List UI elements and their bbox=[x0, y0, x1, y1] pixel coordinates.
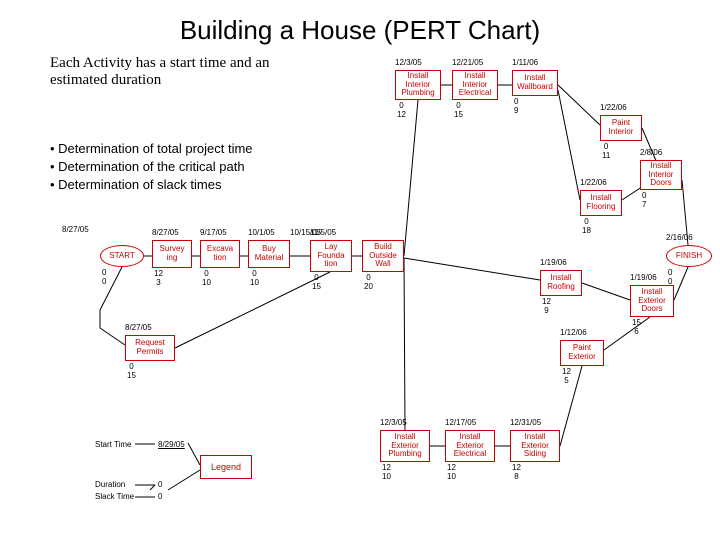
date-label: 12/17/05 bbox=[445, 418, 476, 427]
date-label: 12/31/05 bbox=[510, 418, 541, 427]
date-label: 1/22/06 bbox=[580, 178, 607, 187]
legend-start-time: Start Time bbox=[95, 440, 131, 449]
pert-node-intdoors: Install Interior Doors bbox=[640, 160, 682, 190]
date-label: 8/27/05 bbox=[125, 323, 152, 332]
duration-slack: 129 bbox=[542, 298, 551, 316]
date-label: 8/27/05 bbox=[62, 225, 89, 234]
pert-node-buildwall: Build Outside Wall bbox=[362, 240, 404, 272]
pert-node-intelec: Install Interior Electrical bbox=[452, 70, 498, 100]
pert-node-extelec: Install Exterior Electrical bbox=[445, 430, 495, 462]
duration-slack: 123 bbox=[154, 270, 163, 288]
duration-slack: 015 bbox=[127, 363, 136, 381]
duration-slack: 00 bbox=[102, 269, 106, 287]
bullet-item: • Determination of slack times bbox=[50, 176, 253, 194]
duration-slack: 128 bbox=[512, 464, 521, 482]
bullet-item: • Determination of the critical path bbox=[50, 158, 253, 176]
date-label: 10/15/05 bbox=[290, 228, 321, 237]
pert-node-buymat: Buy Material bbox=[248, 240, 290, 268]
duration-slack: 00 bbox=[668, 269, 672, 287]
legend-dur-val: 0 bbox=[158, 480, 162, 489]
duration-slack: 010 bbox=[250, 270, 259, 288]
date-label: 8/27/05 bbox=[152, 228, 179, 237]
pert-node-extsiding: Install Exterior Siding bbox=[510, 430, 560, 462]
duration-slack: 156 bbox=[632, 319, 641, 337]
duration-slack: 125 bbox=[562, 368, 571, 386]
duration-slack: 012 bbox=[397, 102, 406, 120]
pert-node-roofing: Install Roofing bbox=[540, 270, 582, 296]
date-label: 12/21/05 bbox=[452, 58, 483, 67]
duration-slack: 018 bbox=[582, 218, 591, 236]
date-label: 1/19/06 bbox=[630, 273, 657, 282]
legend-box: Legend bbox=[200, 455, 252, 479]
duration-slack: 020 bbox=[364, 274, 373, 292]
date-label: 9/17/05 bbox=[200, 228, 227, 237]
pert-node-finish: FINISH bbox=[666, 245, 712, 267]
legend-slack-val: 0 bbox=[158, 492, 162, 501]
date-label: 2/16/06 bbox=[666, 233, 693, 242]
date-label: 12/3/05 bbox=[395, 58, 422, 67]
pert-node-excav: Excava tion bbox=[200, 240, 240, 268]
pert-node-reqperm: Request Permits bbox=[125, 335, 175, 361]
legend-slack: Slack Time bbox=[95, 492, 134, 501]
date-label: 1/12/06 bbox=[560, 328, 587, 337]
pert-node-paintint: Paint Interior bbox=[600, 115, 642, 141]
duration-slack: 015 bbox=[312, 274, 321, 292]
page-title: Building a House (PERT Chart) bbox=[10, 15, 710, 46]
duration-slack: 1210 bbox=[382, 464, 391, 482]
duration-slack: 09 bbox=[514, 98, 518, 116]
date-label: 2/8/06 bbox=[640, 148, 662, 157]
date-label: 10/1/05 bbox=[248, 228, 275, 237]
pert-node-intplumb: Install Interior Plumbing bbox=[395, 70, 441, 100]
legend-start-date: 8/29/05 bbox=[158, 440, 185, 449]
bullet-item: • Determination of total project time bbox=[50, 140, 253, 158]
date-label: 1/19/06 bbox=[540, 258, 567, 267]
pert-node-layfound: Lay Founda tion bbox=[310, 240, 352, 272]
pert-node-start: START bbox=[100, 245, 144, 267]
duration-slack: 015 bbox=[454, 102, 463, 120]
duration-slack: 1210 bbox=[447, 464, 456, 482]
legend-duration: Duration bbox=[95, 480, 125, 489]
duration-slack: 07 bbox=[642, 192, 646, 210]
pert-node-paintext: Paint Exterior bbox=[560, 340, 604, 366]
duration-slack: 010 bbox=[202, 270, 211, 288]
subtitle: Each Activity has a start time and an es… bbox=[50, 55, 320, 89]
pert-node-flooring: Install Flooring bbox=[580, 190, 622, 216]
duration-slack: 011 bbox=[602, 143, 610, 161]
date-label: 1/11/06 bbox=[512, 58, 538, 67]
pert-node-wallboard: Install Wallboard bbox=[512, 70, 558, 96]
date-label: 12/3/05 bbox=[380, 418, 407, 427]
pert-node-survey: Survey ing bbox=[152, 240, 192, 268]
date-label: 1/22/06 bbox=[600, 103, 627, 112]
bullet-list: • Determination of total project time • … bbox=[50, 140, 253, 195]
pert-node-extdoors: Install Exterior Doors bbox=[630, 285, 674, 317]
pert-node-extplumb: Install Exterior Plumbing bbox=[380, 430, 430, 462]
